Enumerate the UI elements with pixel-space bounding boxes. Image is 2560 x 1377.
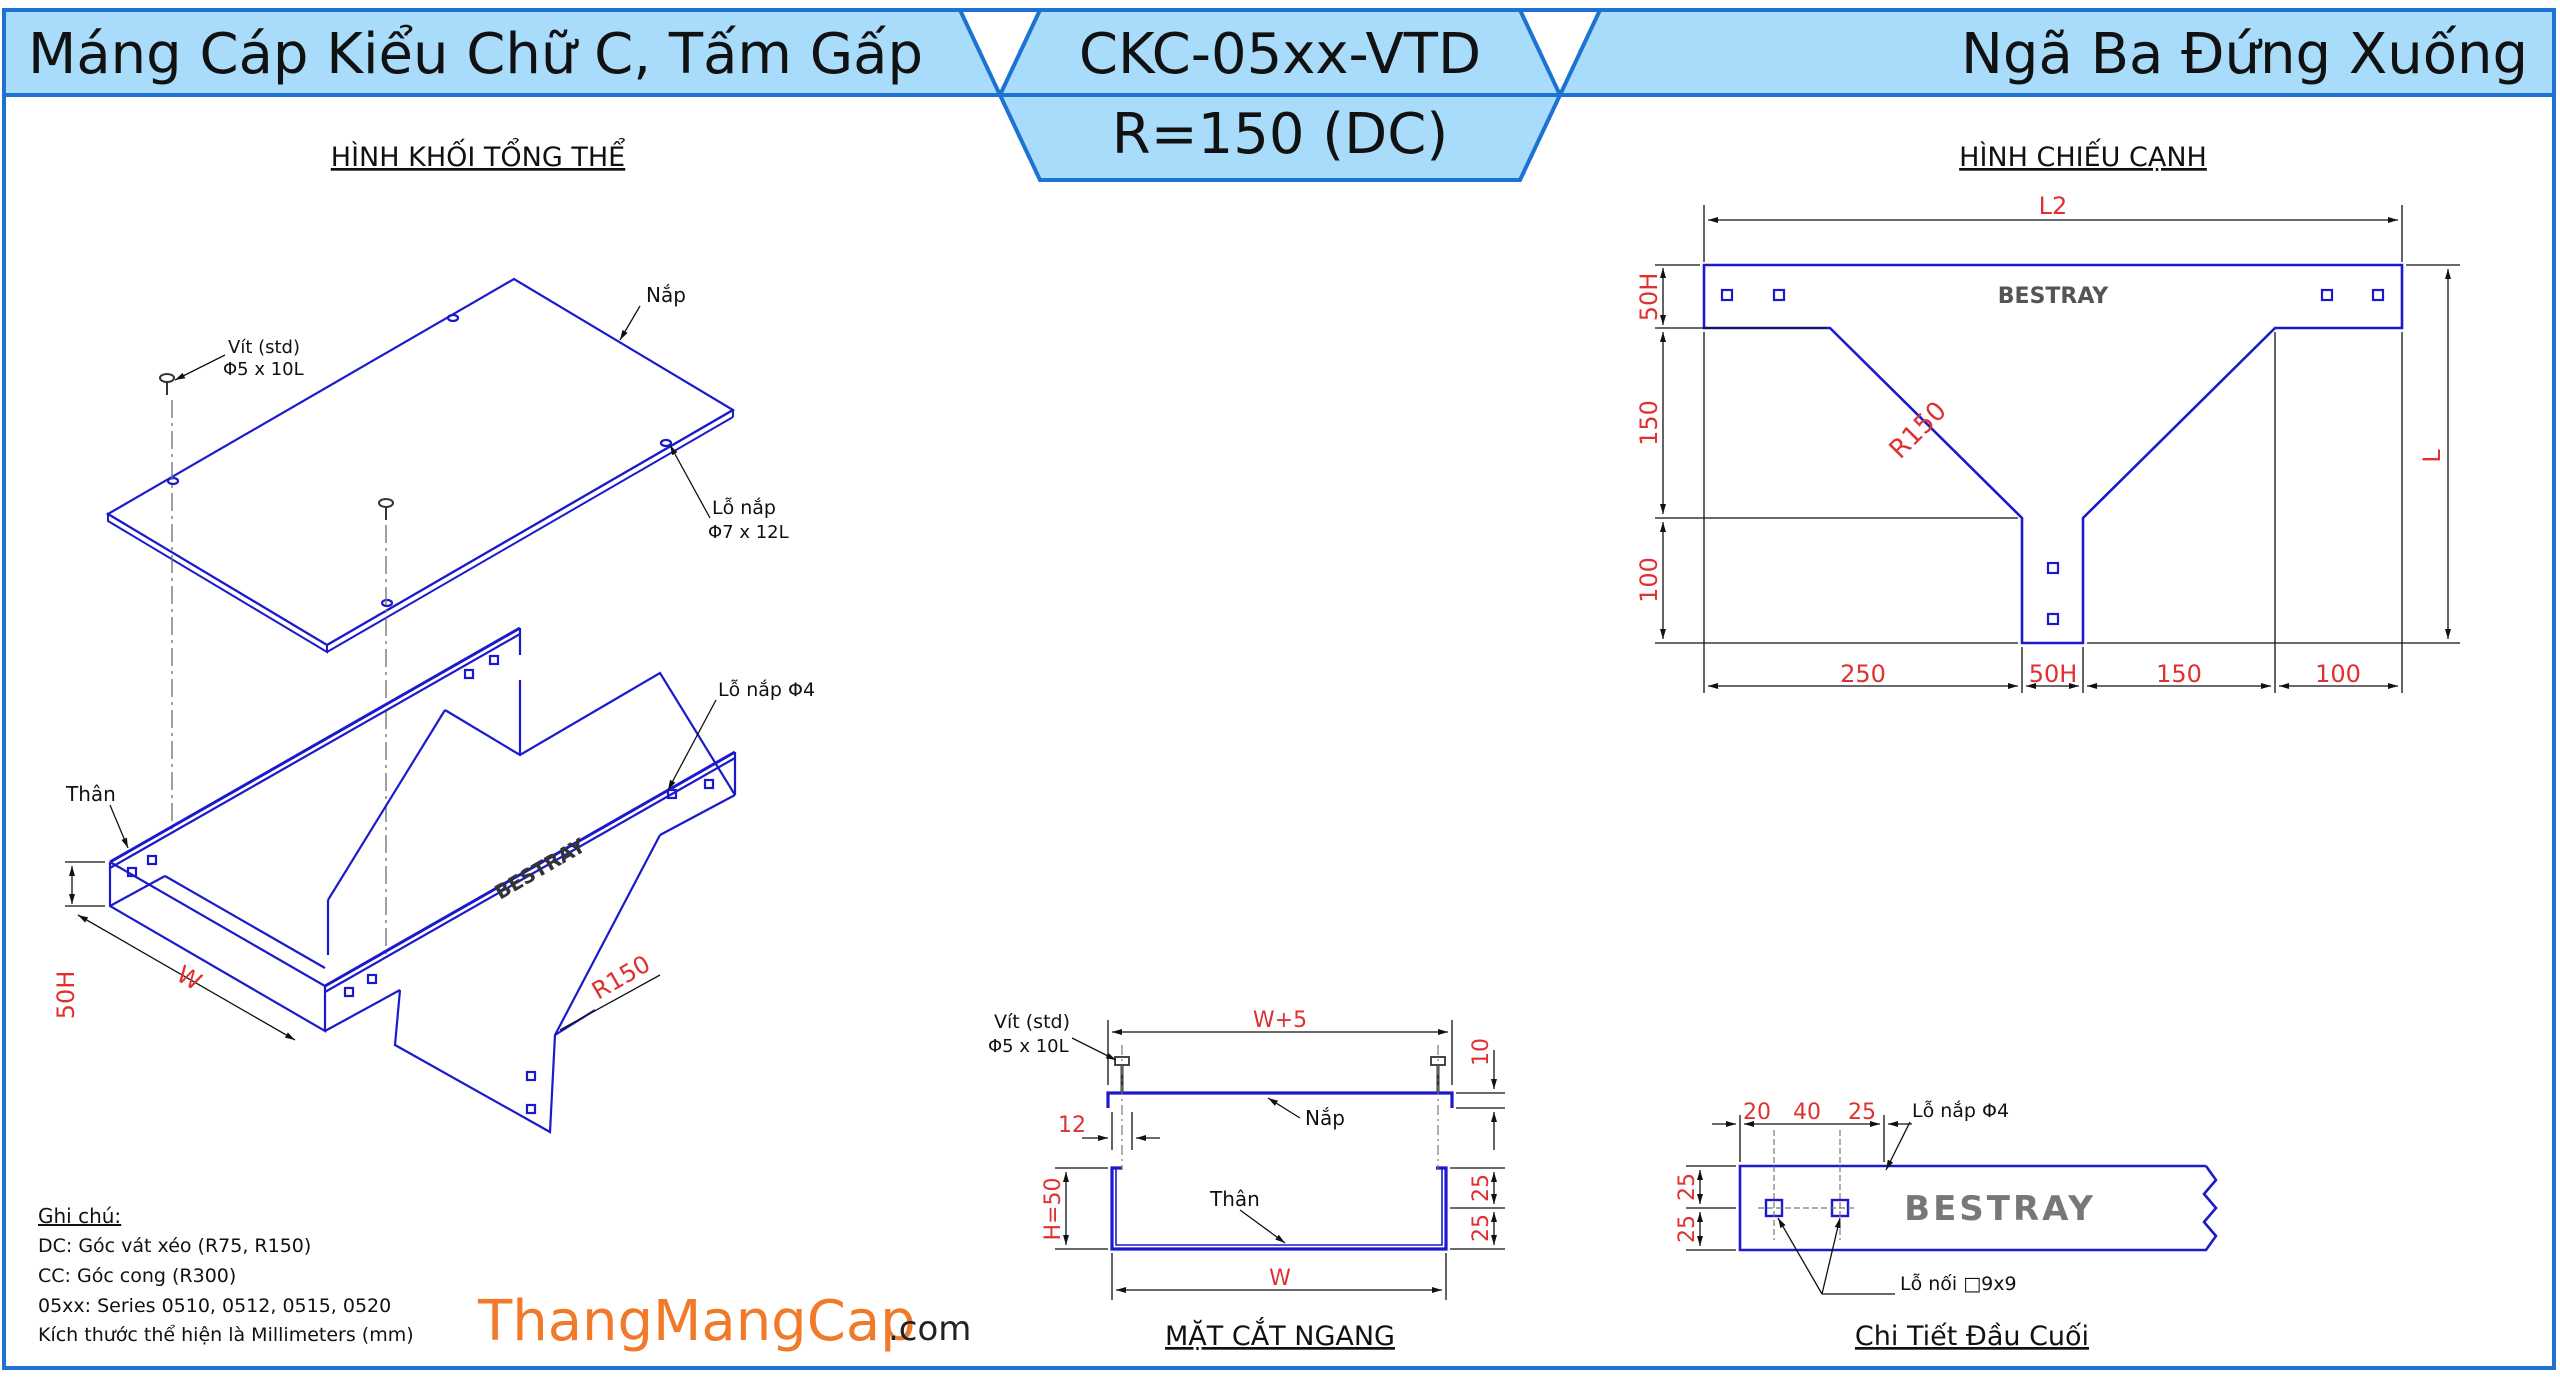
callout-cover: Nắp bbox=[646, 283, 686, 307]
brand-logo: BESTRAY bbox=[491, 833, 590, 904]
callout-cover-hole-4: Lỗ nắp Φ4 bbox=[718, 678, 815, 701]
notes-title: Ghi chú: bbox=[38, 1204, 121, 1228]
dim-label-w: W bbox=[1269, 1266, 1291, 1291]
screw-icon bbox=[159, 373, 175, 395]
dim-label-l: L bbox=[2418, 449, 2446, 463]
notes-block: Ghi chú: DC: Góc vát xéo (R75, R150) CC:… bbox=[38, 1204, 414, 1346]
callout-cover-hole: Lỗ nắp bbox=[712, 496, 776, 519]
tray-body: BESTRAY bbox=[108, 626, 737, 1134]
title-right: Ngã Ba Đứng Xuống bbox=[1961, 22, 2528, 87]
dim-label-l2: L2 bbox=[2039, 192, 2068, 220]
isometric-view-title: HÌNH KHỐI TỔNG THỂ bbox=[331, 138, 625, 173]
dim-label-150-bottom: 150 bbox=[2156, 660, 2202, 688]
website-watermark: ThangMangCap .com bbox=[477, 1289, 971, 1354]
dim-label-40: 40 bbox=[1793, 1100, 1821, 1125]
callout-screw-size: Φ5 x 10L bbox=[223, 359, 304, 380]
section-body bbox=[1110, 1166, 1448, 1251]
title-right-cell bbox=[1556, 8, 2556, 97]
callout-screw: Vít (std) bbox=[994, 1011, 1070, 1033]
callout-cover-hole-size: Φ7 x 12L bbox=[708, 522, 789, 543]
dim-label-25-a: 25 bbox=[1675, 1173, 1700, 1201]
dim-label-h50: H=50 bbox=[1041, 1178, 1066, 1241]
connection-hole bbox=[2046, 612, 2060, 626]
end-detail-title: Chi Tiết Đầu Cuối bbox=[1855, 1321, 2089, 1352]
dim-label-10: 10 bbox=[1469, 1038, 1494, 1066]
dim-label-50h: 50H bbox=[1635, 273, 1663, 322]
title-radius: R=150 (DC) bbox=[1112, 102, 1448, 167]
dim-label-50h-bottom: 50H bbox=[2029, 660, 2078, 688]
dim-label-100-bottom: 100 bbox=[2315, 660, 2361, 688]
dim-label-25-top: 25 bbox=[1469, 1174, 1494, 1202]
note-line: Kích thước thể hiện là Millimeters (mm) bbox=[38, 1324, 414, 1346]
callout-joint-hole: Lỗ nối □9x9 bbox=[1900, 1272, 2017, 1295]
dim-label-r150: R150 bbox=[1884, 396, 1953, 465]
connection-hole bbox=[1772, 288, 1786, 302]
title-code: CKC-05xx-VTD bbox=[1079, 22, 1481, 87]
connection-hole bbox=[2320, 288, 2334, 302]
brand-logo: BESTRAY bbox=[1904, 1189, 2096, 1229]
title-block: Máng Cáp Kiểu Chữ C, Tấm Gấp CKC-05xx-VT… bbox=[2, 8, 2556, 182]
dim-label-250: 250 bbox=[1840, 660, 1886, 688]
dim-label-20: 20 bbox=[1743, 1100, 1771, 1125]
dim-label-25: 25 bbox=[1848, 1100, 1876, 1125]
end-detail-view: Chi Tiết Đầu Cuối BESTRAY 20 40 25 Lỗ nắ… bbox=[1675, 1099, 2218, 1352]
end-plate bbox=[1738, 1164, 2218, 1252]
dimension-line bbox=[77, 914, 296, 1041]
dim-label-12: 12 bbox=[1058, 1113, 1086, 1138]
isometric-view: HÌNH KHỐI TỔNG THỂ bbox=[52, 138, 815, 1134]
callout-cover-hole-4: Lỗ nắp Φ4 bbox=[1912, 1099, 2009, 1122]
callout-body: Thân bbox=[65, 782, 116, 806]
dim-label-150: 150 bbox=[1635, 400, 1663, 446]
dim-label-w5: W+5 bbox=[1253, 1008, 1307, 1033]
screw-icon bbox=[378, 498, 394, 520]
side-view-title: HÌNH CHIẾU CẠNH bbox=[1959, 138, 2207, 173]
connection-hole bbox=[1720, 288, 1734, 302]
dim-label-100: 100 bbox=[1635, 557, 1663, 603]
callout-screw-size: Φ5 x 10L bbox=[988, 1036, 1069, 1057]
cross-section-view: MẶT CẮT NGANG W+5 10 12 bbox=[988, 1008, 1505, 1352]
dim-label-25-b: 25 bbox=[1675, 1215, 1700, 1243]
cross-section-title: MẶT CẮT NGANG bbox=[1165, 1317, 1395, 1352]
callout-cover: Nắp bbox=[1305, 1106, 1345, 1130]
callout-body: Thân bbox=[1209, 1187, 1260, 1211]
connection-hole bbox=[2046, 561, 2060, 575]
side-projection-view: HÌNH CHIẾU CẠNH BESTRAY L2 50H 150 100 L bbox=[1635, 138, 2460, 693]
cover-plate bbox=[105, 277, 736, 654]
title-left: Máng Cáp Kiểu Chữ C, Tấm Gấp bbox=[28, 22, 923, 87]
note-line: CC: Góc cong (R300) bbox=[38, 1265, 236, 1287]
note-line: DC: Góc vát xéo (R75, R150) bbox=[38, 1235, 311, 1257]
tee-outline bbox=[1702, 263, 2404, 645]
section-cover bbox=[1106, 1091, 1454, 1108]
dim-label-height: 50H bbox=[52, 971, 80, 1020]
connection-hole bbox=[2371, 288, 2385, 302]
callout-screw: Vít (std) bbox=[228, 337, 300, 358]
watermark-domain: .com bbox=[888, 1309, 971, 1349]
brand-logo: BESTRAY bbox=[1998, 284, 2110, 309]
note-line: 05xx: Series 0510, 0512, 0515, 0520 bbox=[38, 1295, 391, 1317]
dim-label-width: W bbox=[172, 960, 207, 996]
watermark-name: ThangMangCap bbox=[477, 1289, 916, 1354]
dim-label-25-bottom: 25 bbox=[1469, 1214, 1494, 1242]
